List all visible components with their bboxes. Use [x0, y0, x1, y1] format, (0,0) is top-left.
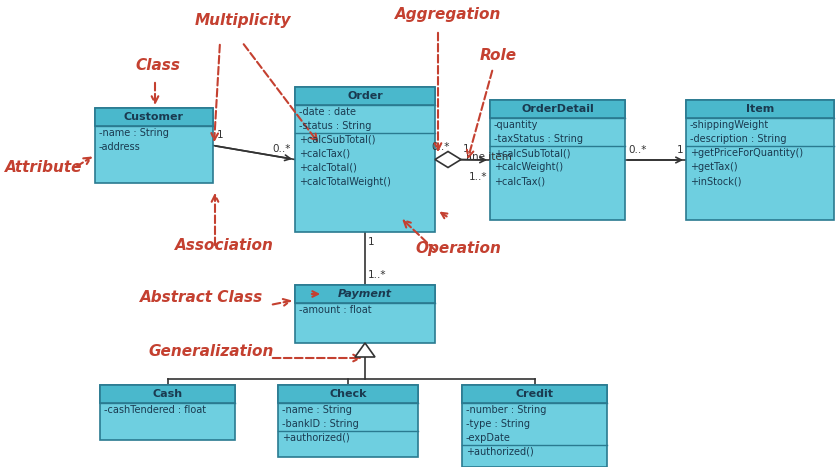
Text: 1: 1: [368, 237, 375, 247]
Text: +calcWeight(): +calcWeight(): [494, 162, 563, 172]
Polygon shape: [355, 343, 375, 357]
Text: Association: Association: [175, 238, 274, 253]
Bar: [490, 100, 625, 220]
Text: Class: Class: [135, 57, 180, 72]
Text: 0..*: 0..*: [431, 142, 450, 152]
Bar: [278, 385, 418, 457]
Text: Cash: Cash: [152, 389, 182, 399]
Bar: [686, 100, 834, 220]
Bar: [295, 285, 435, 303]
Text: 1: 1: [676, 145, 683, 155]
Text: +calcTotal(): +calcTotal(): [299, 163, 357, 173]
Bar: [462, 385, 607, 467]
Text: Customer: Customer: [124, 112, 184, 122]
Text: 1: 1: [463, 144, 470, 155]
Bar: [295, 285, 435, 343]
Text: Operation: Operation: [415, 241, 501, 255]
Polygon shape: [435, 151, 461, 168]
Text: -name : String: -name : String: [282, 405, 352, 415]
Text: -expDate: -expDate: [466, 433, 511, 443]
Bar: [462, 385, 607, 403]
Text: +calcTax(): +calcTax(): [494, 176, 545, 186]
Text: Attribute: Attribute: [5, 161, 83, 176]
Text: -status : String: -status : String: [299, 121, 371, 131]
Text: -date : date: -date : date: [299, 107, 356, 117]
Text: -number : String: -number : String: [466, 405, 547, 415]
Text: -cashTendered : float: -cashTendered : float: [104, 405, 206, 415]
Text: +inStock(): +inStock(): [690, 176, 742, 186]
Bar: [295, 87, 435, 232]
Bar: [278, 385, 418, 403]
Text: +getTax(): +getTax(): [690, 162, 737, 172]
Bar: [95, 108, 213, 126]
Text: +calcTax(): +calcTax(): [299, 149, 350, 159]
Text: Payment: Payment: [338, 289, 392, 299]
Text: Abstract Class: Abstract Class: [140, 290, 263, 305]
Text: -name : String: -name : String: [99, 128, 169, 138]
Text: -type : String: -type : String: [466, 419, 530, 429]
Text: -taxStatus : String: -taxStatus : String: [494, 134, 583, 144]
Text: 1: 1: [217, 130, 223, 141]
Bar: [100, 385, 235, 403]
Text: Role: Role: [480, 48, 517, 63]
Text: -quantity: -quantity: [494, 120, 538, 130]
Text: Credit: Credit: [516, 389, 553, 399]
Text: Order: Order: [347, 91, 383, 101]
Bar: [295, 87, 435, 105]
Bar: [686, 100, 834, 118]
Text: +getPriceForQuantity(): +getPriceForQuantity(): [690, 148, 803, 158]
Text: OrderDetail: OrderDetail: [521, 104, 594, 114]
Text: 0..*: 0..*: [273, 144, 291, 155]
Text: 1..*: 1..*: [468, 172, 487, 182]
Text: +authorized(): +authorized(): [282, 433, 349, 443]
Text: -amount : float: -amount : float: [299, 305, 372, 315]
Text: Item: Item: [746, 104, 774, 114]
Text: -address: -address: [99, 142, 140, 152]
Text: Multiplicity: Multiplicity: [195, 13, 292, 28]
Text: -bankID : String: -bankID : String: [282, 419, 359, 429]
Bar: [95, 108, 213, 183]
Text: +authorized(): +authorized(): [466, 447, 533, 457]
Text: -description : String: -description : String: [690, 134, 787, 144]
Text: Check: Check: [329, 389, 367, 399]
Text: -shippingWeight: -shippingWeight: [690, 120, 769, 130]
Bar: [100, 385, 235, 440]
Text: line item: line item: [466, 151, 512, 162]
Bar: [490, 100, 625, 118]
Text: 1..*: 1..*: [368, 270, 386, 280]
Text: +calcTotalWeight(): +calcTotalWeight(): [299, 177, 391, 187]
Text: +calcSubTotal(): +calcSubTotal(): [299, 135, 375, 145]
Text: Aggregation: Aggregation: [395, 7, 502, 22]
Text: Generalization: Generalization: [148, 345, 273, 360]
Text: +calcSubTotal(): +calcSubTotal(): [494, 148, 570, 158]
Text: 0..*: 0..*: [628, 145, 646, 155]
